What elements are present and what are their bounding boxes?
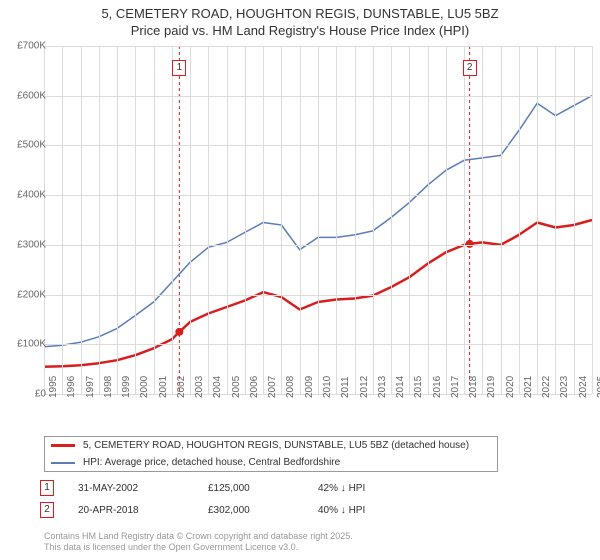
grid-line-v	[391, 46, 392, 394]
title-line-1: 5, CEMETERY ROAD, HOUGHTON REGIS, DUNSTA…	[0, 6, 600, 23]
x-axis-label: 2008	[285, 376, 296, 398]
x-axis-label: 1996	[66, 376, 77, 398]
transaction-date: 20-APR-2018	[78, 505, 208, 516]
grid-line-v	[300, 46, 301, 394]
x-axis-label: 2001	[158, 376, 169, 398]
grid-line-v	[190, 46, 191, 394]
title-line-2: Price paid vs. HM Land Registry's House …	[0, 23, 600, 40]
transaction-row: 1 31-MAY-2002£125,00042% ↓ HPI	[40, 480, 365, 496]
grid-line-v	[245, 46, 246, 394]
grid-line-v	[318, 46, 319, 394]
grid-line-v	[501, 46, 502, 394]
grid-line-v	[428, 46, 429, 394]
x-axis-label: 2024	[578, 376, 589, 398]
grid-line-v	[227, 46, 228, 394]
grid-line-v	[263, 46, 264, 394]
x-axis-label: 2018	[468, 376, 479, 398]
y-axis-label: £600K	[2, 90, 46, 101]
x-axis-label: 2015	[413, 376, 424, 398]
x-axis-label: 2014	[395, 376, 406, 398]
grid-line-v	[592, 46, 593, 394]
x-axis-label: 2012	[359, 376, 370, 398]
y-axis-label: £400K	[2, 190, 46, 201]
grid-line-v	[135, 46, 136, 394]
x-axis-label: 2020	[505, 376, 516, 398]
grid-line-v	[154, 46, 155, 394]
transaction-marker: 1	[40, 480, 54, 496]
x-axis-label: 2000	[139, 376, 150, 398]
x-axis-label: 2006	[249, 376, 260, 398]
grid-line-v	[446, 46, 447, 394]
x-axis-label: 2004	[212, 376, 223, 398]
x-axis-label: 2011	[340, 376, 351, 398]
grid-line-v	[81, 46, 82, 394]
x-axis-label: 1997	[85, 376, 96, 398]
grid-line-v	[537, 46, 538, 394]
x-axis-label: 1998	[103, 376, 114, 398]
x-axis-label: 2009	[304, 376, 315, 398]
attribution-line-1: Contains HM Land Registry data © Crown c…	[44, 531, 353, 543]
x-axis-label: 2010	[322, 376, 333, 398]
x-axis-label: 2021	[523, 376, 534, 398]
x-axis-label: 1999	[121, 376, 132, 398]
grid-line-v	[355, 46, 356, 394]
transaction-marker: 2	[40, 502, 54, 518]
x-axis-label: 2013	[377, 376, 388, 398]
grid-line-v	[281, 46, 282, 394]
grid-line-v	[117, 46, 118, 394]
attribution-line-2: This data is licensed under the Open Gov…	[44, 542, 353, 554]
grid-line-v	[409, 46, 410, 394]
grid-line-v	[336, 46, 337, 394]
grid-line-v	[555, 46, 556, 394]
y-axis-label: £300K	[2, 239, 46, 250]
marker-label: 1	[172, 60, 186, 76]
x-axis-label: 2022	[541, 376, 552, 398]
grid-line-v	[62, 46, 63, 394]
grid-line-v	[574, 46, 575, 394]
grid-line-v	[464, 46, 465, 394]
transaction-delta: 40% ↓ HPI	[318, 505, 365, 516]
x-axis-label: 2023	[559, 376, 570, 398]
transaction-price: £302,000	[208, 505, 318, 516]
x-axis-label: 2003	[194, 376, 205, 398]
y-axis-label: £0	[2, 389, 46, 400]
legend: 5, CEMETERY ROAD, HOUGHTON REGIS, DUNSTA…	[44, 436, 498, 472]
grid-line-v	[172, 46, 173, 394]
legend-label: HPI: Average price, detached house, Cent…	[83, 457, 340, 468]
legend-item: 5, CEMETERY ROAD, HOUGHTON REGIS, DUNSTA…	[45, 437, 497, 454]
y-axis-label: £500K	[2, 140, 46, 151]
y-axis-label: £100K	[2, 339, 46, 350]
grid-line-v	[482, 46, 483, 394]
legend-swatch	[51, 444, 75, 447]
transaction-row: 2 20-APR-2018£302,00040% ↓ HPI	[40, 502, 365, 518]
transaction-date: 31-MAY-2002	[78, 483, 208, 494]
grid-line-v	[373, 46, 374, 394]
x-axis-label: 2007	[267, 376, 278, 398]
y-axis-label: £700K	[2, 41, 46, 52]
grid-line-v	[208, 46, 209, 394]
x-axis-label: 2016	[432, 376, 443, 398]
legend-item: HPI: Average price, detached house, Cent…	[45, 454, 497, 471]
marker-label: 2	[463, 60, 477, 76]
grid-line-v	[99, 46, 100, 394]
chart-plot-area: 12	[44, 46, 592, 394]
attribution: Contains HM Land Registry data © Crown c…	[44, 531, 353, 554]
grid-line-v	[519, 46, 520, 394]
legend-label: 5, CEMETERY ROAD, HOUGHTON REGIS, DUNSTA…	[83, 440, 469, 451]
x-axis-label: 2017	[450, 376, 461, 398]
chart-title: 5, CEMETERY ROAD, HOUGHTON REGIS, DUNSTA…	[0, 0, 600, 40]
transaction-delta: 42% ↓ HPI	[318, 483, 365, 494]
x-axis-label: 2002	[176, 376, 187, 398]
y-axis-label: £200K	[2, 289, 46, 300]
x-axis-label: 2025	[596, 376, 600, 398]
transaction-price: £125,000	[208, 483, 318, 494]
legend-swatch	[51, 462, 75, 464]
x-axis-label: 1995	[48, 376, 59, 398]
x-axis-label: 2005	[231, 376, 242, 398]
x-axis-label: 2019	[486, 376, 497, 398]
